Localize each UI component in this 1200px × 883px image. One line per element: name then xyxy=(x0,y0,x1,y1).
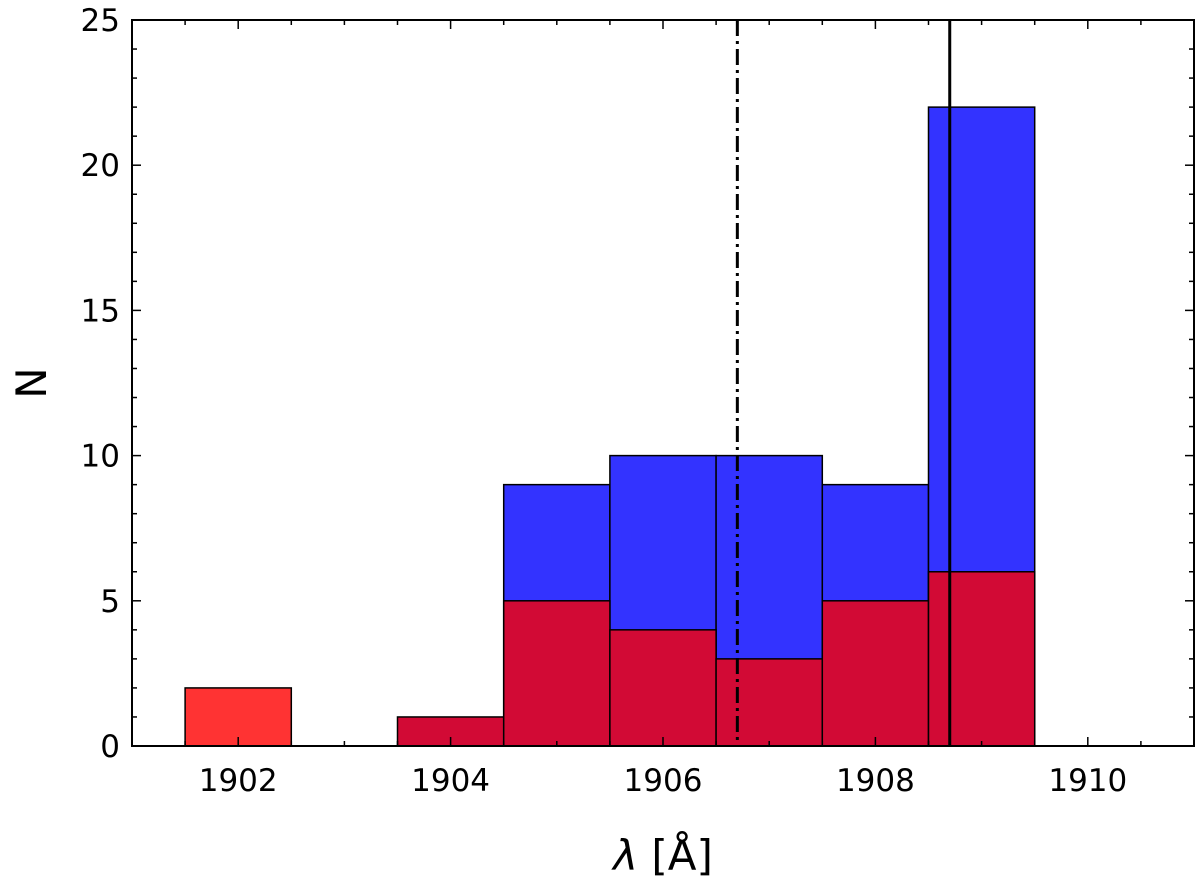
y-tick-label: 5 xyxy=(100,584,120,620)
x-tick-label: 1906 xyxy=(624,763,703,799)
bar-series-1-bin-4 xyxy=(821,600,930,747)
y-tick-label: 15 xyxy=(81,293,120,329)
bar-series-1-bin-5 xyxy=(927,571,1036,747)
x-tick-label: 1902 xyxy=(199,763,278,799)
reference-lines-layer xyxy=(735,20,952,746)
x-axis-label-unit: [Å] xyxy=(651,830,713,880)
y-tick-label: 25 xyxy=(81,3,120,39)
y-tick-label: 20 xyxy=(81,148,120,184)
x-tick-label: 1908 xyxy=(836,763,915,799)
bars-layer xyxy=(184,106,1036,747)
ticks-layer xyxy=(131,19,1195,747)
y-tick-label: 10 xyxy=(81,439,120,475)
y-axis-label: N xyxy=(7,367,56,398)
x-tick-label: 1904 xyxy=(411,763,490,799)
x-axis-label: λ [Å] xyxy=(611,830,713,880)
y-tick-label: 0 xyxy=(100,729,120,765)
bar-series-1-bin-3 xyxy=(715,658,824,747)
x-tick-label: 1910 xyxy=(1048,763,1127,799)
bar-series-1-bin-1 xyxy=(502,600,611,747)
tick-labels-layer: 1902 1904 1906 1908 1910 0 5 10 15 20 25 xyxy=(81,3,1128,799)
x-axis-label-symbol: λ xyxy=(611,831,638,880)
bar-series-1-bin-2 xyxy=(609,629,717,747)
